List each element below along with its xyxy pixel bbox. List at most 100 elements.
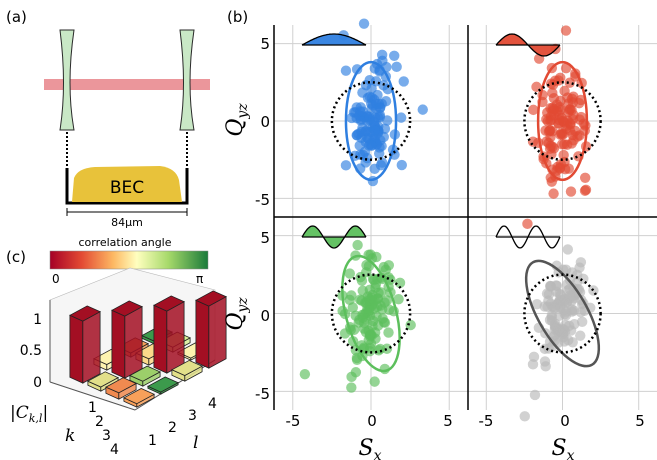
bar-front [82,311,101,384]
k-axis-label: k [65,426,75,446]
scatter-point [576,316,588,328]
scatter-point [398,76,409,87]
scatter-point [364,345,376,357]
bar-top [110,300,144,317]
scatter-point [383,327,394,338]
scatter-point [396,159,407,171]
scatter-point [346,290,357,301]
bar-k4-l2 [146,376,180,395]
scatter-point [357,312,368,323]
bar-k2-l2 [110,300,144,379]
scatter-point [369,63,381,74]
reference-circle [330,81,412,161]
scatter-point [380,96,392,107]
k-tick-4: 4 [110,442,119,458]
mode-shape [301,225,367,249]
scatter-point [562,244,574,255]
scatter-point [567,337,578,348]
scatter-point [560,63,572,74]
scatter-point [546,176,557,187]
bar-k4-l1 [122,388,156,408]
bar-top [152,295,186,312]
scatter-point [548,188,559,199]
scatter-point [373,345,384,356]
x-tick-left-5: 5 [443,412,453,430]
l-tick-1: 1 [148,433,157,449]
scatter-point [355,149,366,160]
x-tick-left-neg5: -5 [286,412,301,430]
scatter-point [358,18,370,29]
bar-top [170,359,204,376]
scatter-point [369,295,380,306]
subplot-gray [468,217,657,422]
z-tick-1: 1 [33,312,42,328]
y-tick-top-0: 0 [260,113,270,131]
scatter-point [567,114,578,125]
scatter-point [340,160,352,171]
scatter-point [543,126,555,137]
y-tick-bottom-neg5: -5 [255,385,270,403]
scatter-point [379,123,391,135]
scatter-point [578,273,589,285]
scatter-point [381,295,393,306]
fit-ellipse [536,60,589,182]
panel-c-label: (c) [6,248,26,266]
x-tick-right-0: 0 [560,412,570,430]
scatter-point [357,285,368,296]
bar-k4-l4 [194,290,228,369]
scatter-point [548,92,560,104]
scatter-point [563,163,575,174]
subplots [273,18,657,422]
scatter-point [369,125,380,136]
bar-side [111,309,126,379]
bar-k3-l3 [152,295,186,374]
subplot-blue [274,18,468,217]
y-tick-top-5: 5 [260,35,270,53]
scatter-point [354,140,365,151]
mode-shape [495,33,561,57]
scatter-point [376,157,388,168]
scatter-point [352,239,363,251]
bar-top [68,305,102,322]
bar-side [195,299,210,369]
scatter-point [347,302,358,313]
left-lens [59,29,75,131]
scatter-point [575,330,586,341]
scatter-point [339,328,351,339]
bar-front [124,306,143,379]
reference-circle [523,273,602,354]
scatter-point [363,325,374,337]
scatter-point [522,218,533,230]
l-tick-2: 2 [168,420,177,436]
x-tick-left-0: 0 [367,412,377,430]
scatter-point [381,115,393,126]
l-axis-label: l [193,433,198,453]
z-tick-0.5: 0.5 [20,343,42,359]
k-tick-3: 3 [102,428,111,444]
scatter-point [519,411,530,422]
scatter-point [356,295,367,306]
scatter-point [564,292,576,304]
colorbar-title: correlation angle [78,236,171,249]
x-tick-right-neg5: -5 [479,412,494,430]
scatter-point [527,359,539,370]
scatter-point [553,324,565,335]
scatter-point [545,281,556,292]
scatter-point [529,389,541,401]
scatter-point [369,376,380,387]
bec-cloud [72,166,182,202]
y-tick-bottom-0: 0 [260,307,270,325]
scatter-point [346,382,357,393]
scatter-point [393,293,404,305]
bar-side [153,304,168,374]
bar3d-bars [68,290,228,408]
panel-a-label: (a) [6,8,27,26]
bar-k3-l1 [104,377,138,400]
subplot-green [274,217,468,410]
right-lens [179,29,195,131]
scatter-point [565,186,577,197]
laser-beam [44,79,210,90]
fit-ellipse [524,259,601,368]
scatter-point [556,129,568,140]
bar-top [128,365,162,382]
